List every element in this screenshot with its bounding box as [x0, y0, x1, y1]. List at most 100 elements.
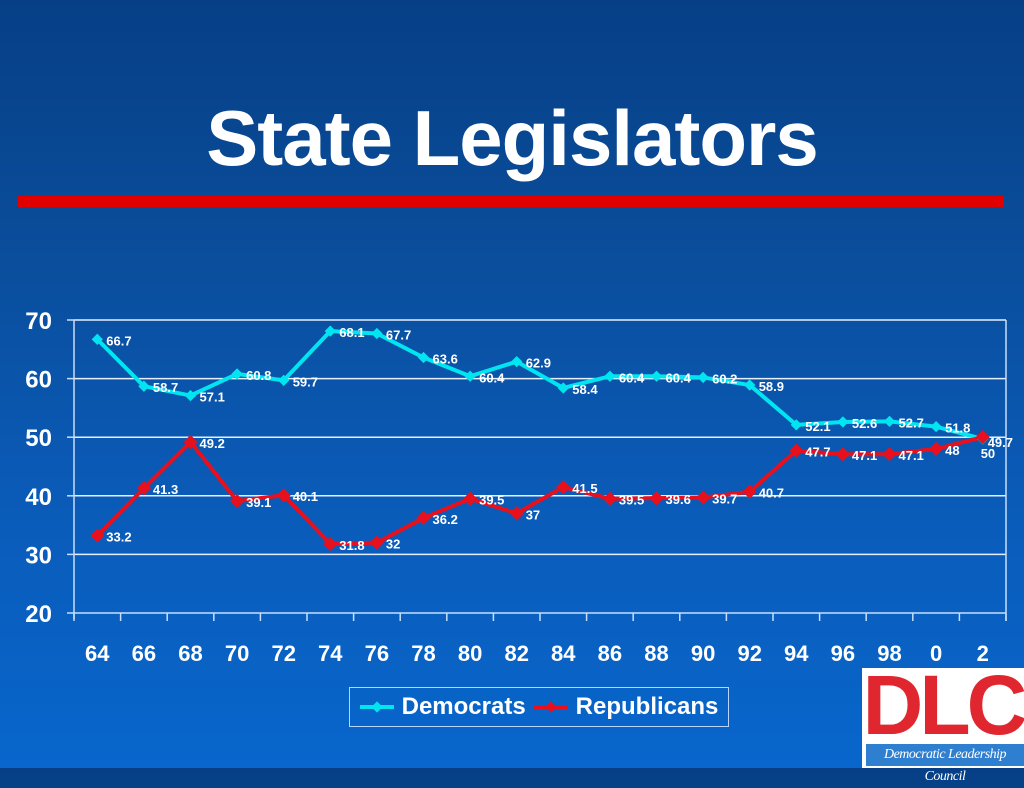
data-point-republicans — [975, 430, 990, 445]
x-tick-label: 70 — [225, 641, 249, 666]
data-label-republicans: 47.7 — [805, 445, 830, 460]
data-point-democrats — [371, 327, 383, 340]
data-label-republicans: 40.1 — [293, 489, 318, 504]
data-point-republicans — [416, 510, 431, 526]
data-point-democrats — [464, 370, 476, 382]
data-point-republicans — [323, 536, 338, 551]
legend-label-republicans: Republicans — [575, 693, 719, 720]
y-tick-label: 20 — [25, 601, 52, 628]
y-tick-label: 70 — [25, 308, 52, 335]
x-tick-label: 0 — [930, 641, 942, 666]
logo-subtitle: Democratic Leadership Council — [866, 744, 1024, 784]
data-point-republicans — [789, 443, 804, 458]
legend-swatch-republicans — [533, 701, 568, 713]
data-point-republicans — [230, 494, 245, 509]
data-label-republicans: 50 — [981, 446, 995, 461]
data-point-republicans — [602, 491, 617, 506]
x-tick-label: 64 — [85, 641, 110, 666]
data-label-republicans: 41.3 — [153, 482, 178, 497]
data-label-democrats: 60.2 — [712, 371, 737, 386]
data-label-republicans: 48 — [945, 443, 959, 458]
x-tick-label: 2 — [977, 641, 989, 666]
data-label-republicans: 47.1 — [899, 448, 924, 463]
x-tick-label: 86 — [598, 641, 622, 666]
data-point-republicans — [696, 490, 711, 505]
data-label-republicans: 47.1 — [852, 448, 877, 463]
series-line-democrats — [95, 329, 984, 441]
data-label-republicans: 39.7 — [712, 492, 737, 507]
data-label-republicans: 33.2 — [106, 530, 131, 545]
x-tick-label: 68 — [178, 641, 202, 666]
data-label-democrats: 52.6 — [852, 416, 877, 431]
data-label-republicans: 39.5 — [479, 493, 504, 508]
data-point-democrats — [650, 370, 663, 382]
data-point-republicans — [183, 434, 198, 449]
data-point-republicans — [835, 447, 850, 462]
data-label-democrats: 57.1 — [200, 390, 225, 405]
series-markers — [90, 325, 990, 551]
y-tick-label: 30 — [25, 542, 52, 569]
data-label-democrats: 58.4 — [572, 382, 598, 397]
data-point-democrats — [604, 370, 616, 382]
data-label-republicans: 49.2 — [200, 436, 225, 451]
data-label-democrats: 60.4 — [619, 370, 645, 385]
data-point-democrats — [697, 371, 709, 384]
legend-swatch-democrats — [359, 701, 394, 713]
data-point-republicans — [556, 479, 571, 495]
data-label-republicans: 39.6 — [666, 492, 691, 507]
data-label-republicans: 39.5 — [619, 493, 644, 508]
data-label-democrats: 60.4 — [479, 370, 505, 385]
data-label-republicans: 41.5 — [572, 481, 597, 496]
data-point-democrats — [278, 374, 290, 387]
data-label-democrats: 52.1 — [805, 419, 830, 434]
chart-legend: Democrats Republicans — [349, 687, 729, 727]
x-tick-label: 82 — [504, 641, 528, 666]
data-label-republicans: 37 — [526, 507, 540, 522]
title-underline-rule — [18, 196, 1004, 207]
data-point-republicans — [929, 441, 944, 456]
y-tick-label: 50 — [25, 425, 52, 452]
data-point-republicans — [649, 491, 664, 506]
x-tick-label: 92 — [737, 641, 761, 666]
x-tick-label: 94 — [784, 641, 809, 666]
legend-item-republicans: Republicans — [533, 693, 719, 721]
x-tick-label: 98 — [877, 641, 901, 666]
x-tick-label: 66 — [132, 641, 156, 666]
data-point-republicans — [882, 447, 897, 462]
x-tick-label: 76 — [365, 641, 389, 666]
data-label-republicans: 32 — [386, 537, 400, 552]
data-label-republicans: 40.7 — [759, 486, 784, 501]
data-label-democrats: 68.1 — [339, 325, 364, 340]
data-label-democrats: 51.8 — [945, 421, 970, 436]
data-point-republicans — [509, 506, 524, 521]
data-point-democrats — [324, 325, 336, 337]
x-tick-label: 78 — [411, 641, 435, 666]
data-point-republicans — [463, 491, 478, 506]
x-tick-label: 72 — [271, 641, 295, 666]
data-label-republicans: 31.8 — [339, 538, 364, 553]
data-label-democrats: 58.7 — [153, 380, 178, 395]
series-lines — [95, 329, 984, 546]
axes — [67, 319, 1007, 621]
data-point-republicans — [90, 528, 105, 543]
data-label-republicans: 36.2 — [433, 512, 458, 527]
data-label-democrats: 63.6 — [433, 352, 458, 367]
data-label-democrats: 52.7 — [899, 415, 924, 430]
data-point-democrats — [184, 389, 197, 402]
data-point-democrats — [883, 415, 896, 428]
data-label-democrats: 60.4 — [666, 370, 692, 385]
data-label-democrats: 60.8 — [246, 368, 271, 383]
legend-item-democrats: Democrats — [359, 693, 526, 721]
legend-label-democrats: Democrats — [401, 693, 526, 720]
x-tick-label: 80 — [458, 641, 482, 666]
data-point-democrats — [930, 420, 942, 433]
data-labels: 66.7 58.7 57.1 60.8 59.7 68.1 67.7 63.6 60.4 62.9… — [106, 325, 1013, 553]
data-point-republicans — [136, 481, 151, 496]
y-tick-label: 60 — [25, 367, 52, 394]
data-label-republicans: 39.1 — [246, 495, 271, 510]
data-point-democrats — [744, 379, 756, 391]
data-point-republicans — [369, 535, 384, 550]
dlc-logo: DLC Democratic Leadership Council — [862, 663, 1024, 784]
x-tick-label: 90 — [691, 641, 715, 666]
